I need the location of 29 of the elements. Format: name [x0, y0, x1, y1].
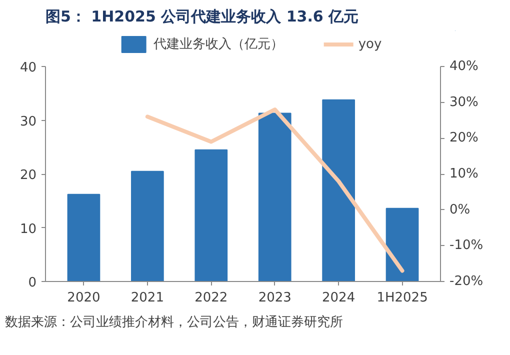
x-tick-label: 1H2025 — [376, 290, 428, 306]
y-tick-label: 30 — [20, 114, 37, 130]
x-tick-label: 2022 — [194, 290, 228, 306]
y-tick-label: 20 — [20, 168, 37, 183]
y-tick-label: 10 — [20, 222, 37, 237]
bar — [67, 194, 100, 282]
x-tick-label: 2023 — [258, 290, 292, 306]
x-tick-label: 2020 — [67, 290, 100, 306]
y2-tick-label: 10% — [450, 166, 478, 182]
legend-label: 代建业务收入（亿元） — [153, 36, 284, 53]
y2-tick-label: -10% — [450, 238, 484, 254]
legend-label: yoy — [358, 36, 382, 52]
line-series — [145, 108, 404, 273]
y-tick-label: 0 — [28, 276, 37, 290]
y2-tick-label: 30% — [450, 94, 478, 110]
y-tick-label: 40 — [20, 60, 37, 76]
bar — [131, 170, 164, 282]
bar — [194, 149, 228, 282]
y2-tick-label: 40% — [450, 59, 478, 74]
y2-tick-label: 20% — [450, 130, 478, 146]
x-tick-label: 2024 — [322, 290, 356, 306]
y2-tick-label: 0% — [450, 202, 470, 218]
y2-tick-label: -20% — [450, 274, 484, 289]
bar — [258, 112, 292, 282]
chart-title: 图5： 1H2025 公司代建业务收入 13.6 亿元 — [46, 8, 359, 26]
bar — [386, 208, 419, 282]
source-note: 数据来源：公司业绩推介材料，公司公告，财通证券研究所 — [5, 314, 343, 332]
bar — [322, 99, 355, 282]
x-tick-label: 2021 — [130, 290, 164, 306]
